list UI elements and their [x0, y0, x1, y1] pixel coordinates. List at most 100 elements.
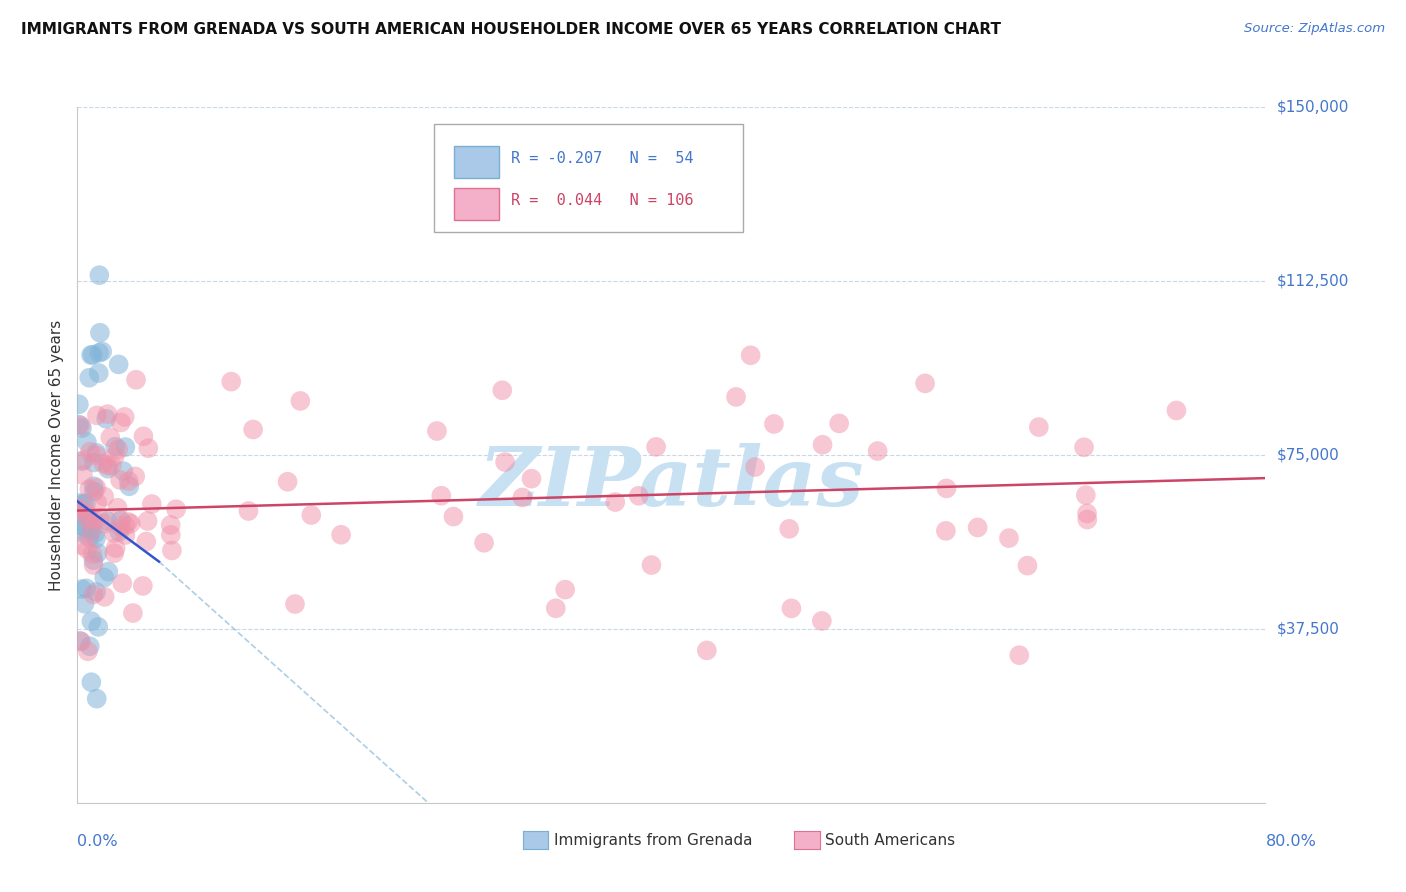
Point	[83, 526, 105, 541]
Point	[70, 421, 93, 435]
Point	[966, 520, 988, 534]
Point	[110, 416, 132, 430]
Point	[67, 417, 90, 432]
Point	[69, 418, 91, 433]
Text: $75,000: $75,000	[1277, 448, 1340, 462]
Point	[86, 449, 108, 463]
Point	[70, 634, 93, 648]
Point	[114, 528, 136, 542]
Point	[645, 440, 668, 454]
Point	[69, 633, 91, 648]
Point	[103, 546, 125, 560]
Point	[740, 348, 762, 362]
Point	[77, 370, 100, 384]
FancyBboxPatch shape	[454, 145, 499, 178]
Point	[96, 514, 118, 528]
Point	[91, 344, 114, 359]
Point	[762, 417, 785, 431]
Point	[472, 535, 495, 549]
Point	[67, 506, 90, 520]
Text: R = -0.207   N =  54: R = -0.207 N = 54	[510, 151, 693, 166]
Point	[86, 481, 108, 495]
Point	[76, 513, 98, 527]
Point	[132, 429, 155, 443]
Point	[89, 326, 111, 340]
Point	[120, 516, 142, 531]
Text: R =  0.044   N = 106: R = 0.044 N = 106	[510, 193, 693, 208]
Point	[811, 614, 834, 628]
Point	[97, 461, 120, 475]
Point	[430, 489, 453, 503]
Point	[866, 444, 889, 458]
Point	[93, 590, 115, 604]
Point	[914, 376, 936, 391]
Point	[242, 422, 264, 436]
Point	[124, 469, 146, 483]
Text: $37,500: $37,500	[1277, 622, 1340, 636]
Point	[1074, 488, 1097, 502]
Point	[70, 582, 93, 596]
Point	[627, 489, 650, 503]
Point	[141, 497, 163, 511]
Point	[77, 530, 100, 544]
Point	[79, 444, 101, 458]
Point	[544, 601, 567, 615]
Point	[159, 528, 181, 542]
Point	[277, 475, 299, 489]
Point	[118, 474, 141, 488]
Point	[103, 526, 125, 541]
Point	[80, 516, 103, 530]
Point	[1008, 648, 1031, 663]
Point	[110, 519, 132, 533]
Point	[117, 515, 139, 529]
Point	[72, 496, 94, 510]
Point	[73, 452, 96, 467]
Point	[73, 597, 96, 611]
Point	[114, 518, 136, 533]
Point	[84, 585, 107, 599]
Point	[1073, 440, 1095, 454]
Point	[125, 373, 148, 387]
Point	[70, 519, 93, 533]
Text: IMMIGRANTS FROM GRENADA VS SOUTH AMERICAN HOUSEHOLDER INCOME OVER 65 YEARS CORRE: IMMIGRANTS FROM GRENADA VS SOUTH AMERICA…	[21, 22, 1001, 37]
Point	[935, 482, 957, 496]
Point	[136, 514, 159, 528]
Point	[1166, 403, 1188, 417]
Point	[80, 614, 103, 628]
Point	[93, 490, 115, 504]
Point	[159, 518, 181, 533]
Point	[94, 516, 117, 531]
Point	[83, 558, 105, 572]
Point	[77, 511, 100, 525]
Point	[605, 495, 627, 509]
Point	[83, 479, 105, 493]
Point	[512, 491, 534, 505]
Point	[69, 496, 91, 510]
Point	[114, 409, 136, 424]
FancyBboxPatch shape	[454, 188, 499, 220]
Point	[520, 472, 543, 486]
Point	[87, 346, 110, 360]
Point	[79, 639, 101, 653]
Point	[77, 644, 100, 658]
FancyBboxPatch shape	[434, 124, 742, 232]
Point	[104, 541, 127, 555]
Point	[122, 606, 145, 620]
Point	[696, 643, 718, 657]
Point	[108, 524, 131, 539]
Text: Source: ZipAtlas.com: Source: ZipAtlas.com	[1244, 22, 1385, 36]
Point	[80, 675, 103, 690]
Point	[935, 524, 957, 538]
Point	[1028, 420, 1050, 434]
Text: South Americans: South Americans	[825, 833, 956, 847]
Y-axis label: Householder Income Over 65 years: Householder Income Over 65 years	[49, 319, 65, 591]
Point	[101, 458, 124, 473]
Point	[72, 468, 94, 483]
Point	[554, 582, 576, 597]
Point	[87, 366, 110, 380]
Point	[83, 484, 105, 499]
Point	[86, 496, 108, 510]
Point	[73, 520, 96, 534]
Point	[219, 375, 242, 389]
Point	[86, 546, 108, 560]
